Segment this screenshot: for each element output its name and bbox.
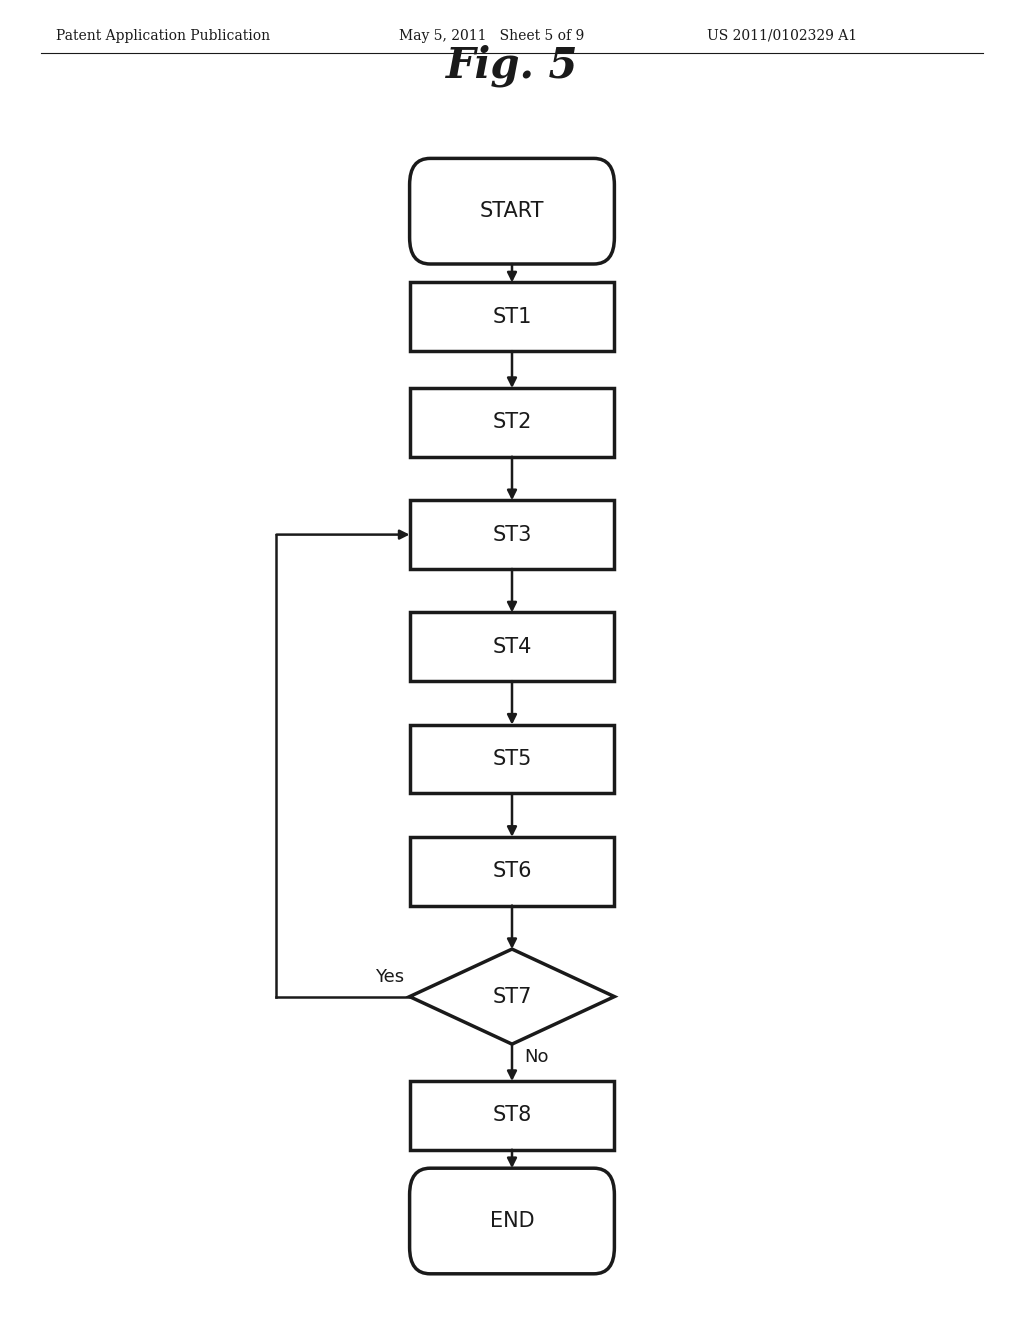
Text: ST6: ST6: [493, 861, 531, 882]
Bar: [410, 282, 614, 351]
Bar: [410, 500, 614, 569]
Text: US 2011/0102329 A1: US 2011/0102329 A1: [707, 29, 857, 42]
Text: Patent Application Publication: Patent Application Publication: [56, 29, 270, 42]
Bar: [410, 388, 614, 457]
Text: ST2: ST2: [493, 412, 531, 433]
Text: ST5: ST5: [493, 748, 531, 770]
Bar: [410, 1081, 614, 1150]
Text: ST4: ST4: [493, 636, 531, 657]
Text: May 5, 2011   Sheet 5 of 9: May 5, 2011 Sheet 5 of 9: [399, 29, 585, 42]
Bar: [410, 725, 614, 793]
FancyBboxPatch shape: [410, 1168, 614, 1274]
Text: ST1: ST1: [493, 306, 531, 327]
Text: ST7: ST7: [493, 986, 531, 1007]
Text: ST3: ST3: [493, 524, 531, 545]
Text: Fig. 5: Fig. 5: [445, 45, 579, 87]
Text: ST8: ST8: [493, 1105, 531, 1126]
Text: END: END: [489, 1210, 535, 1232]
Bar: [410, 837, 614, 906]
FancyBboxPatch shape: [410, 158, 614, 264]
Text: START: START: [480, 201, 544, 222]
Bar: [410, 612, 614, 681]
Polygon shape: [410, 949, 614, 1044]
Text: No: No: [524, 1048, 549, 1067]
Text: Yes: Yes: [376, 968, 404, 986]
